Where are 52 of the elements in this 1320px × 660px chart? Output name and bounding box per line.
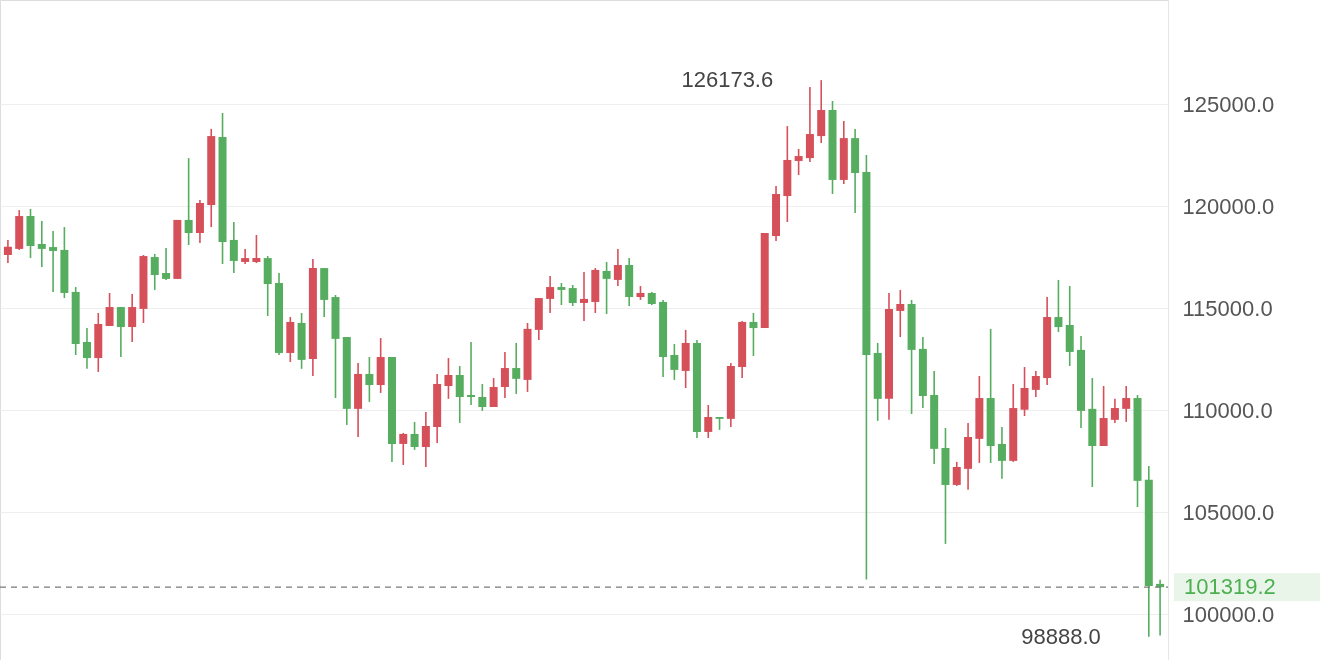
candlestick <box>184 157 193 246</box>
candlestick <box>252 234 261 264</box>
candlestick <box>410 421 419 451</box>
y-tick-label: 120000.0 <box>1182 193 1275 219</box>
candlestick <box>749 312 758 357</box>
annotation: 126173.6 <box>681 67 774 93</box>
candlestick <box>150 253 159 291</box>
candlestick <box>455 365 464 424</box>
candlestick <box>1122 385 1131 423</box>
candlestick <box>162 247 171 281</box>
candlestick <box>49 230 58 293</box>
candlestick <box>794 148 803 176</box>
candlestick <box>421 411 430 468</box>
candlestick <box>580 271 588 322</box>
candlestick <box>82 327 91 370</box>
candlestick <box>3 239 12 264</box>
y-tick-label: 110000.0 <box>1182 397 1273 423</box>
candlestick <box>602 261 611 315</box>
candlestick <box>1054 279 1063 333</box>
candlestick <box>997 426 1006 480</box>
candlestick <box>478 383 487 412</box>
candlestick <box>399 432 408 466</box>
candlestick <box>568 284 577 307</box>
candlestick <box>613 248 622 287</box>
candlestick <box>1020 366 1029 417</box>
candlestick <box>467 341 476 406</box>
candlestick <box>1156 579 1165 637</box>
annotation: 98888.0 <box>1021 623 1101 649</box>
candlestick <box>704 404 713 439</box>
candlestick <box>557 282 566 306</box>
candlestick <box>444 357 453 400</box>
candlestick <box>500 351 509 399</box>
candlestick <box>229 221 238 274</box>
y-tick-label: 125000.0 <box>1182 91 1275 117</box>
candlestick <box>489 377 498 408</box>
candlestick <box>128 293 137 343</box>
y-tick-label: 100000.0 <box>1182 601 1275 627</box>
candlestick <box>1031 370 1040 398</box>
candlestick <box>116 306 125 358</box>
candlestick <box>105 292 114 327</box>
candlestick <box>512 342 521 395</box>
ref-line-label: 101319.2 <box>1184 574 1276 600</box>
candlestick <box>365 356 374 403</box>
candlestick <box>241 248 250 265</box>
candlestick <box>896 289 905 338</box>
candlestick <box>37 220 46 268</box>
candlestick <box>1110 398 1119 424</box>
candlestick <box>952 461 961 487</box>
y-tick-label: 115000.0 <box>1182 295 1273 321</box>
y-tick-label: 105000.0 <box>1182 499 1275 525</box>
candlestick <box>670 343 679 381</box>
candlestick <box>546 275 555 314</box>
